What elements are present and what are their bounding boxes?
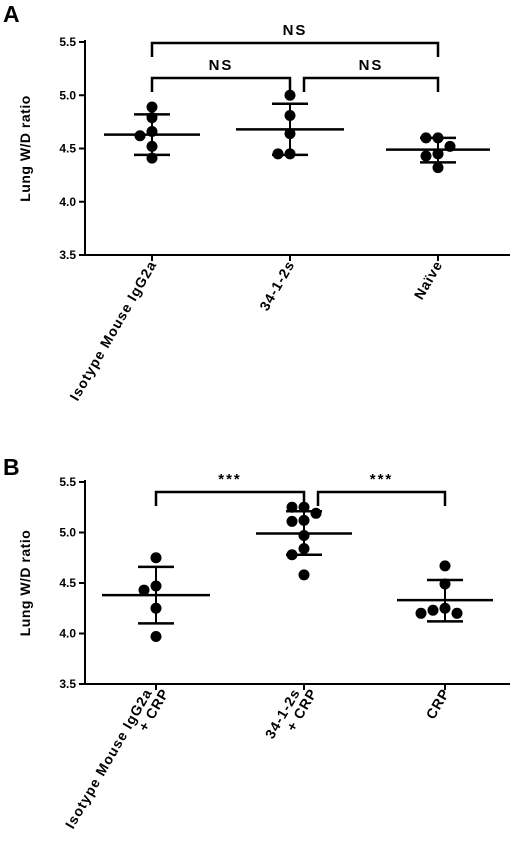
panel-b-significance-label: *** <box>218 471 242 488</box>
panel-b-y-tick-label: 5.5 <box>59 475 76 489</box>
panel-b-label: B <box>3 454 20 480</box>
panel-a-label: A <box>3 1 20 27</box>
panel-a-y-tick-label: 4.0 <box>59 195 76 209</box>
panel-a-data-point <box>284 109 296 121</box>
panel-b-category-label: CRP <box>422 686 452 722</box>
panel-a-data-point <box>284 89 296 101</box>
panel-b-data-point <box>150 631 162 643</box>
panel-a-significance-label: NS <box>283 22 308 39</box>
panel-b-data-point <box>439 578 451 590</box>
panel-b-data-point <box>286 515 298 527</box>
panel-b-data-point <box>298 514 310 526</box>
panel-b-category-label: Isotype Mouse IgG2a <box>62 686 155 832</box>
panel-a-category-label: 34-1-2s <box>256 258 297 314</box>
panel-a-y-tick-label: 5.5 <box>59 35 76 49</box>
panel-a-data-point <box>444 140 456 152</box>
panel-a-y-axis-title: Lung W/D ratio <box>17 95 33 202</box>
panel-b-significance-label: *** <box>370 471 394 488</box>
panel-a-significance-bracket <box>302 76 440 92</box>
panel-a-data-point <box>146 140 158 152</box>
panel-b-data-point <box>298 543 310 555</box>
panel-a-data-point <box>432 148 444 160</box>
panel-a-data-point <box>432 132 444 144</box>
panel-b-data-point <box>310 507 322 519</box>
panel-b-data-point <box>298 569 310 581</box>
panel-b-data-point <box>150 552 162 564</box>
panel-a-y-tick-label: 5.0 <box>59 88 76 102</box>
panel-b-y-tick-label: 5.0 <box>59 526 76 540</box>
panel-a-data-point <box>284 148 296 160</box>
panel-b-data-point <box>150 602 162 614</box>
panel-a-data-point <box>146 125 158 137</box>
panel-a-significance-bracket <box>150 41 440 57</box>
panel-b-significance-bracket <box>154 490 306 506</box>
panel-b-data-point <box>451 607 463 619</box>
panel-b-data-point <box>286 501 298 513</box>
panel-a-data-point <box>146 152 158 164</box>
panel-b-data-point <box>415 607 427 619</box>
panel-b-data-point <box>439 560 451 572</box>
panel-a-y-tick-label: 4.5 <box>59 142 76 156</box>
panel-b-data-point <box>427 604 439 616</box>
panel-b-data-point <box>286 549 298 561</box>
panel-a: A 3.5 4.0 4.5 5.0 5.5 Lung W/D ratio Isotype Mo… <box>3 1 510 403</box>
panel-a-significance-label: NS <box>209 57 234 74</box>
panel-a-significance-label: NS <box>359 57 384 74</box>
panel-a-data-point <box>146 101 158 113</box>
panel-b-data-point <box>298 501 310 513</box>
panel-a-significance-bracket <box>150 76 292 92</box>
panel-a-data-point <box>432 162 444 174</box>
panel-b: B 3.5 4.0 4.5 5.0 5.5 Lung W/D ratio Isotype Mo… <box>3 454 510 831</box>
panel-a-y-tick-label: 3.5 <box>59 248 76 262</box>
panel-a-data-point <box>146 112 158 124</box>
panel-a-category-label: Isotype Mouse IgG2a <box>66 258 159 404</box>
panel-b-data-point <box>150 580 162 592</box>
panel-b-y-tick-label: 4.0 <box>59 627 76 641</box>
panel-a-data-point <box>272 148 284 160</box>
panel-b-y-tick-label: 4.5 <box>59 576 76 590</box>
panel-b-y-axis-title: Lung W/D ratio <box>17 530 33 637</box>
panel-b-data-point <box>298 530 310 542</box>
panel-b-significance-bracket <box>316 490 447 506</box>
panel-a-data-point <box>134 130 146 142</box>
panel-b-y-tick-label: 3.5 <box>59 677 76 691</box>
panel-b-data-point <box>439 602 451 614</box>
panel-a-data-point <box>420 132 432 144</box>
panel-a-category-label: Naïve <box>411 258 446 303</box>
panel-a-data-point <box>284 128 296 140</box>
panel-a-data-point <box>420 150 432 162</box>
panel-b-data-point <box>138 584 150 596</box>
